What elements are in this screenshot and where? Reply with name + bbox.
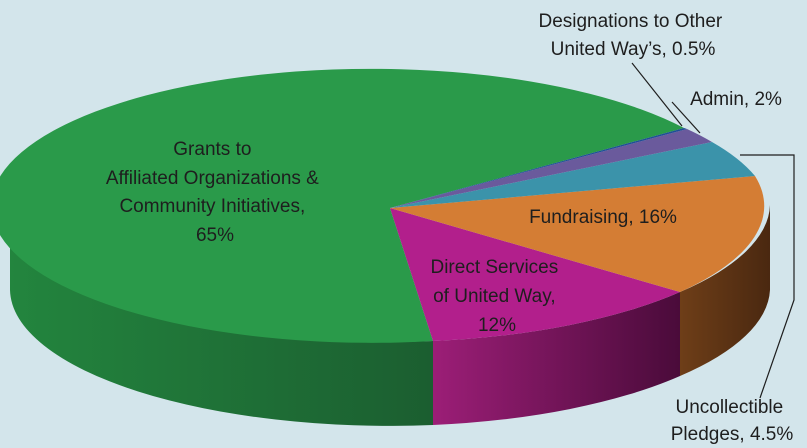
slice-grants	[0, 68, 684, 343]
slice-uncollectible	[390, 142, 755, 208]
leader-line-designations	[631, 62, 683, 127]
slice-side-direct	[433, 292, 680, 425]
slice-label-fundraising: Fundraising, 16%	[529, 207, 677, 228]
slice-label-admin: Admin, 2%	[690, 89, 782, 110]
slice-label-grants: Grants to Affiliated Organizations & Com…	[106, 139, 324, 246]
leader-line-admin	[671, 101, 701, 134]
slice-designations	[390, 128, 687, 208]
slice-label-direct: Direct Services of United Way, 12%	[430, 257, 563, 336]
slice-label-designations: Designations to Other United Way’s, 0.5%	[538, 11, 727, 60]
leader-line-uncollectible	[740, 154, 795, 399]
slice-side-fundraising	[680, 205, 770, 376]
slice-side-grants	[10, 205, 433, 426]
slice-admin	[390, 129, 712, 208]
slice-fundraising	[390, 176, 765, 292]
slice-label-uncollectible: Uncollectible Pledges, 4.5%	[671, 397, 794, 445]
slice-direct	[390, 208, 680, 341]
